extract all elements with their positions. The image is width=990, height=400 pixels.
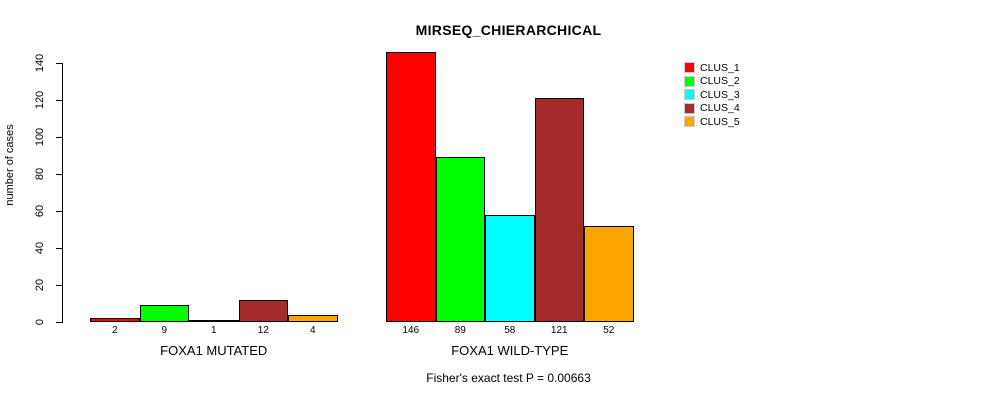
bar-value-label: 58 xyxy=(504,325,516,336)
legend: CLUS_1 CLUS_2 CLUS_3 CLUS_4 CLUS_5 xyxy=(684,61,740,129)
group-label: FOXA1 MUTATED xyxy=(160,343,268,358)
y-tick-label: 20 xyxy=(34,278,46,292)
bar-clus_4-mutated xyxy=(238,300,288,322)
bar-clus_2-wild-type xyxy=(435,157,485,322)
legend-item-clus_1: CLUS_1 xyxy=(684,61,740,75)
y-tick xyxy=(56,248,62,249)
bar-value-label: 52 xyxy=(603,325,615,336)
legend-swatch-icon xyxy=(684,116,695,128)
legend-swatch-icon xyxy=(684,89,695,101)
y-tick xyxy=(56,285,62,286)
y-tick-label: 40 xyxy=(34,241,46,255)
legend-item-clus_2: CLUS_2 xyxy=(684,75,740,89)
group-label: FOXA1 WILD-TYPE xyxy=(451,343,569,358)
annotation-text: Fisher's exact test P = 0.00663 xyxy=(426,371,591,385)
legend-swatch-icon xyxy=(684,102,695,114)
bar-value-label: 9 xyxy=(161,325,168,336)
y-axis-line xyxy=(62,63,63,323)
legend-label: CLUS_5 xyxy=(700,115,740,128)
legend-item-clus_3: CLUS_3 xyxy=(684,88,740,102)
y-tick xyxy=(56,174,62,175)
y-axis-label: number of cases xyxy=(4,124,16,206)
bar-value-label: 89 xyxy=(454,325,466,336)
bar-value-label: 2 xyxy=(111,325,118,336)
legend-label: CLUS_2 xyxy=(700,75,740,88)
bar-value-label: 4 xyxy=(309,325,316,336)
y-tick xyxy=(56,137,62,138)
bar-value-label: 146 xyxy=(402,325,420,336)
y-tick xyxy=(56,211,62,212)
bar-clus_3-mutated xyxy=(189,320,239,322)
legend-item-clus_5: CLUS_5 xyxy=(684,115,740,129)
legend-swatch-icon xyxy=(684,75,695,87)
y-tick xyxy=(56,63,62,64)
y-tick-label: 140 xyxy=(34,53,46,73)
y-tick xyxy=(56,322,62,323)
bar-clus_3-wild-type xyxy=(485,215,535,322)
y-tick xyxy=(56,100,62,101)
y-tick-label: 0 xyxy=(34,318,46,326)
y-tick-label: 100 xyxy=(34,127,46,147)
legend-swatch-icon xyxy=(684,62,695,74)
legend-item-clus_4: CLUS_4 xyxy=(684,102,740,116)
bar-clus_1-wild-type xyxy=(386,52,436,322)
y-tick-label: 120 xyxy=(34,90,46,110)
y-tick-label: 80 xyxy=(34,167,46,181)
bar-value-label: 121 xyxy=(550,325,568,336)
bar-clus_5-mutated xyxy=(288,315,338,322)
legend-label: CLUS_1 xyxy=(700,61,740,74)
bar-clus_2-mutated xyxy=(139,305,189,322)
bar-clus_4-wild-type xyxy=(534,98,584,322)
bar-clus_1-mutated xyxy=(90,318,140,322)
legend-label: CLUS_3 xyxy=(700,88,740,101)
bar-clus_5-wild-type xyxy=(584,226,634,322)
chart-title: MIRSEQ_CHIERARCHICAL xyxy=(415,22,602,38)
bar-value-label: 1 xyxy=(210,325,217,336)
legend-label: CLUS_4 xyxy=(700,102,740,115)
y-tick-label: 60 xyxy=(34,204,46,218)
bar-value-label: 12 xyxy=(257,325,269,336)
